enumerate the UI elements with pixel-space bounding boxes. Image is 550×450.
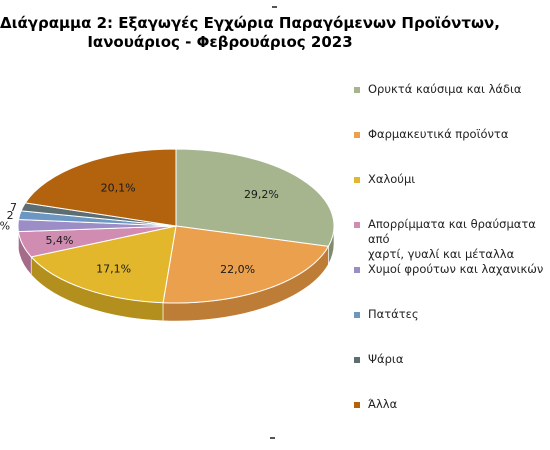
legend-item-1: Φαρμακευτικά προϊόντα	[354, 127, 550, 142]
pie-slice-2	[30, 225, 177, 304]
data-label-2: 17,1%	[96, 263, 131, 276]
pie-slice-0	[175, 148, 335, 247]
legend-label-5: Πατάτες	[368, 307, 419, 321]
pie-slice-7	[24, 148, 177, 227]
legend-label-2: Χαλούμι	[368, 172, 416, 186]
legend-swatch-2	[354, 177, 360, 183]
legend-swatch-1	[354, 132, 360, 138]
legend-item-6: Ψάρια	[354, 352, 550, 367]
legend-label-1: Φαρμακευτικά προϊόντα	[368, 127, 509, 141]
chart-title-line-2: Ιανουάριος - Φεβρουάριος 2023	[87, 33, 353, 51]
legend-label-6: Ψάρια	[368, 352, 404, 366]
top-tick-mark	[272, 6, 277, 8]
legend-item-5: Πατάτες	[354, 307, 550, 322]
legend-item-2: Χαλούμι	[354, 172, 550, 187]
chart-title-line-1: Διάγραμμα 2: Εξαγωγές Εγχώρια Παραγόμενω…	[0, 14, 500, 32]
legend-swatch-0	[354, 87, 360, 93]
legend-item-4: Χυμοί φρούτων και λαχανικών	[354, 262, 550, 277]
data-label-6: 7	[10, 201, 17, 214]
pie-slice-1	[162, 225, 330, 304]
legend-item-0: Ορυκτά καύσιμα και λάδια	[354, 82, 550, 97]
data-label-3: 5,4%	[45, 234, 73, 247]
data-label-7: 20,1%	[101, 182, 136, 195]
legend-label-3: Απορρίμματα και θραύσματα από χαρτί, γυα…	[368, 217, 536, 261]
legend-item-7: Άλλα	[354, 397, 550, 412]
legend: Ορυκτά καύσιμα και λάδια Φαρμακευτικά προ…	[354, 82, 550, 442]
legend-label-7: Άλλα	[368, 397, 398, 411]
legend-swatch-4	[354, 267, 360, 273]
legend-label-0: Ορυκτά καύσιμα και λάδια	[368, 82, 522, 96]
legend-swatch-7	[354, 402, 360, 408]
legend-swatch-5	[354, 312, 360, 318]
bottom-tick-mark	[270, 437, 275, 439]
chart-title: Διάγραμμα 2: Εξαγωγές Εγχώρια Παραγόμενω…	[0, 14, 500, 52]
legend-swatch-3	[354, 222, 360, 228]
data-label-1: 22,0%	[220, 263, 255, 276]
legend-item-3: Απορρίμματα και θραύσματα από χαρτί, γυα…	[354, 217, 550, 262]
legend-swatch-6	[354, 357, 360, 363]
data-label-5: 2	[7, 209, 14, 222]
data-label-0: 29,2%	[244, 188, 279, 201]
legend-label-4: Χυμοί φρούτων και λαχανικών	[368, 262, 544, 276]
data-label-4: %	[0, 220, 10, 233]
